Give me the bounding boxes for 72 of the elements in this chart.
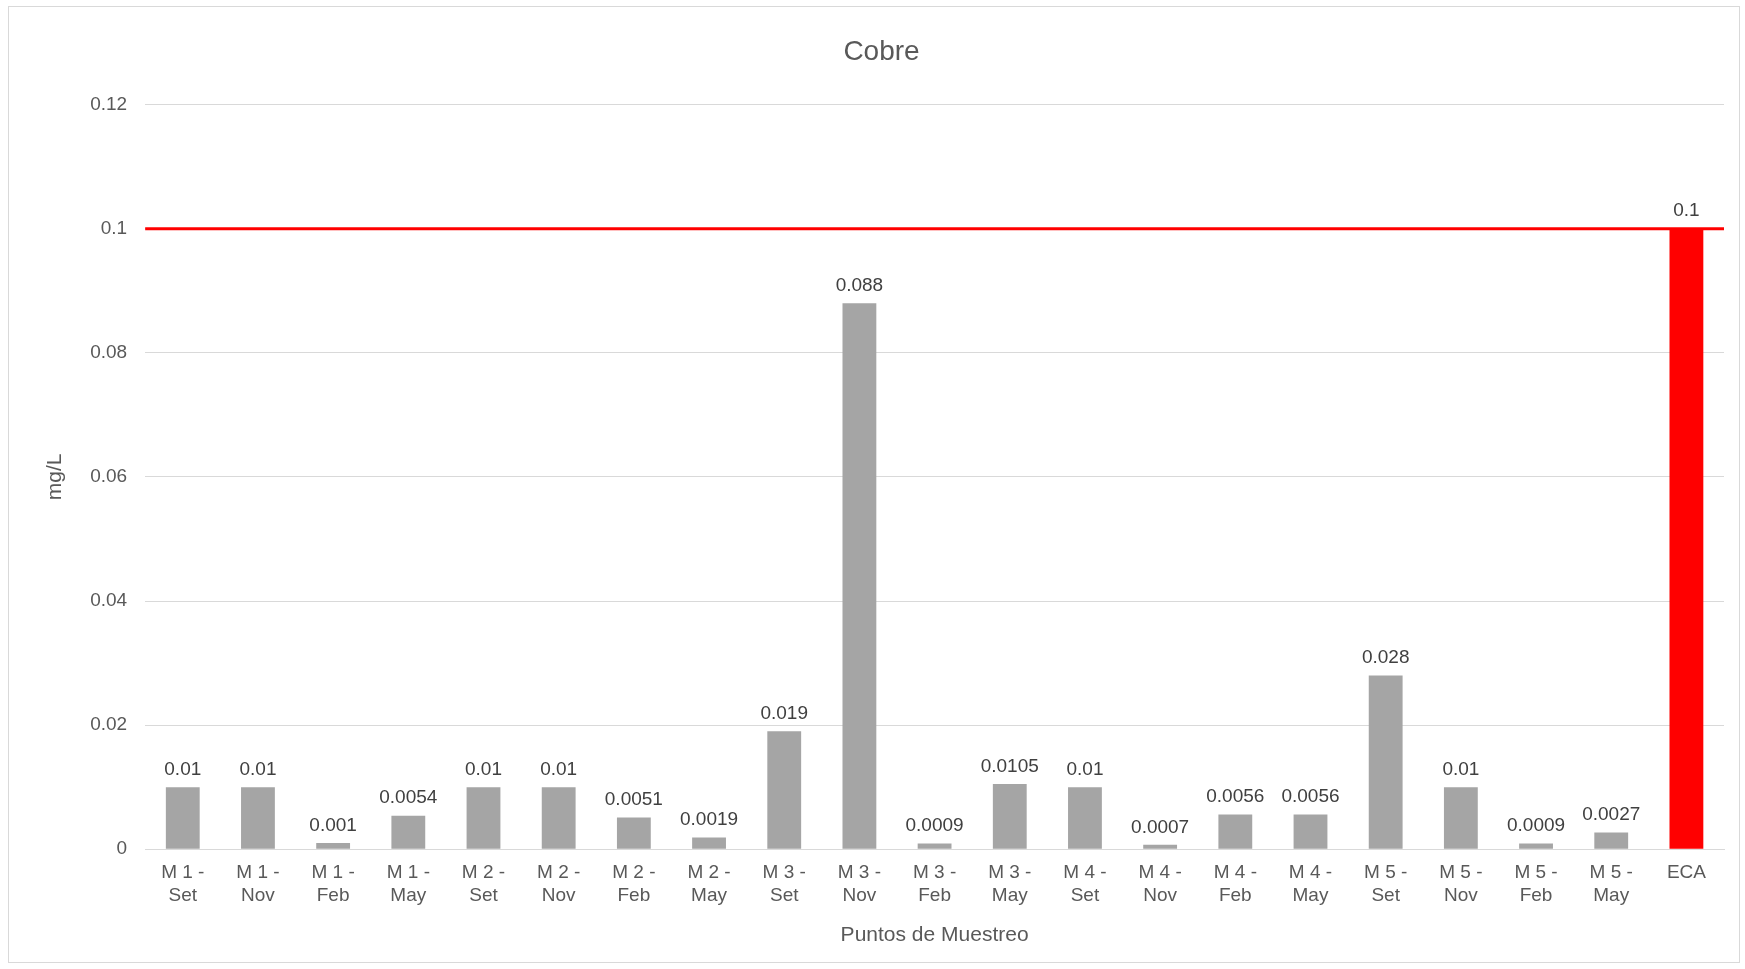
bar — [992, 784, 1027, 849]
data-label: 0.01 — [164, 757, 202, 779]
chart-title: Cobre — [843, 34, 920, 66]
data-label: 0.0019 — [679, 808, 739, 830]
x-tick-label: M 1 - May — [386, 860, 430, 905]
y-tick-label: 0.04 — [90, 589, 128, 611]
bar — [1443, 787, 1478, 849]
data-label: 0.0054 — [379, 786, 438, 808]
data-label: 0.0027 — [1582, 803, 1641, 825]
data-label: 0.0007 — [1131, 815, 1190, 837]
bar — [616, 817, 651, 849]
bar — [1218, 814, 1253, 849]
y-axis-title: mg/L — [42, 453, 66, 501]
x-tick-label: ECA — [1666, 860, 1707, 882]
x-tick-label: M 3 - May — [988, 860, 1032, 905]
x-tick-label: M 1 - Nov — [236, 860, 280, 905]
y-tick-label: 0.1 — [100, 216, 128, 238]
x-tick-label: M 5 - May — [1589, 860, 1633, 905]
x-tick-label: M 3 - Set — [762, 860, 806, 905]
data-label: 0.1 — [1673, 199, 1700, 221]
x-tick-label: M 2 - Set — [461, 860, 506, 905]
data-label: 0.01 — [1066, 757, 1104, 779]
x-tick-label: M 2 - Feb — [612, 860, 656, 905]
x-tick-label: M 4 - Set — [1063, 860, 1107, 905]
data-label: 0.01 — [239, 757, 277, 779]
x-tick-label: M 5 - Set — [1364, 860, 1408, 905]
x-tick-label: M 1 - Set — [161, 860, 205, 905]
y-tick-label: 0 — [116, 837, 128, 859]
data-label: 0.01 — [465, 757, 502, 779]
bar — [165, 787, 200, 849]
data-label: 0.0009 — [1506, 814, 1566, 836]
data-label: 0.0105 — [980, 754, 1039, 776]
data-label: 0.01 — [1442, 757, 1480, 779]
bar — [1519, 843, 1553, 849]
bar — [1143, 844, 1178, 849]
bar — [842, 303, 877, 849]
x-tick-label: M 3 - Nov — [837, 860, 882, 905]
bar — [466, 787, 501, 849]
data-label: 0.001 — [309, 813, 357, 835]
bar — [917, 843, 952, 849]
x-tick-label: M 5 - Nov — [1439, 860, 1483, 905]
data-label: 0.088 — [835, 273, 884, 295]
y-tick-label: 0.08 — [90, 341, 128, 363]
data-label: 0.01 — [540, 757, 578, 779]
data-label: 0.0051 — [604, 788, 663, 810]
y-tick-label: 0.06 — [90, 465, 128, 487]
x-tick-label: M 4 - Nov — [1138, 860, 1182, 905]
bar — [692, 837, 726, 849]
data-label: 0.0009 — [905, 814, 964, 836]
x-tick-label: M 1 - Feb — [311, 860, 355, 905]
bar — [1368, 675, 1403, 849]
data-label: 0.028 — [1361, 646, 1410, 668]
x-tick-label: M 2 - Nov — [537, 860, 581, 905]
x-tick-label: M 5 - Feb — [1514, 860, 1558, 905]
bar — [1293, 814, 1328, 849]
x-tick-label: M 2 - May — [687, 860, 731, 905]
bar — [1594, 832, 1629, 849]
bar — [316, 843, 351, 849]
y-tick-label: 0.12 — [90, 92, 128, 114]
bar — [541, 787, 576, 849]
bar — [391, 815, 426, 849]
data-label: 0.019 — [760, 702, 808, 724]
x-tick-label: M 3 - Feb — [912, 860, 957, 905]
bar — [767, 731, 802, 849]
x-tick-label: M 4 - Feb — [1213, 860, 1257, 905]
bar — [241, 787, 275, 849]
x-axis-title: Puntos de Muestreo — [840, 922, 1029, 946]
y-tick-label: 0.02 — [90, 713, 128, 735]
data-label: 0.0056 — [1206, 785, 1265, 807]
bar — [1068, 787, 1102, 849]
x-tick-label: M 4 - May — [1288, 860, 1333, 905]
data-label: 0.0056 — [1281, 785, 1340, 807]
